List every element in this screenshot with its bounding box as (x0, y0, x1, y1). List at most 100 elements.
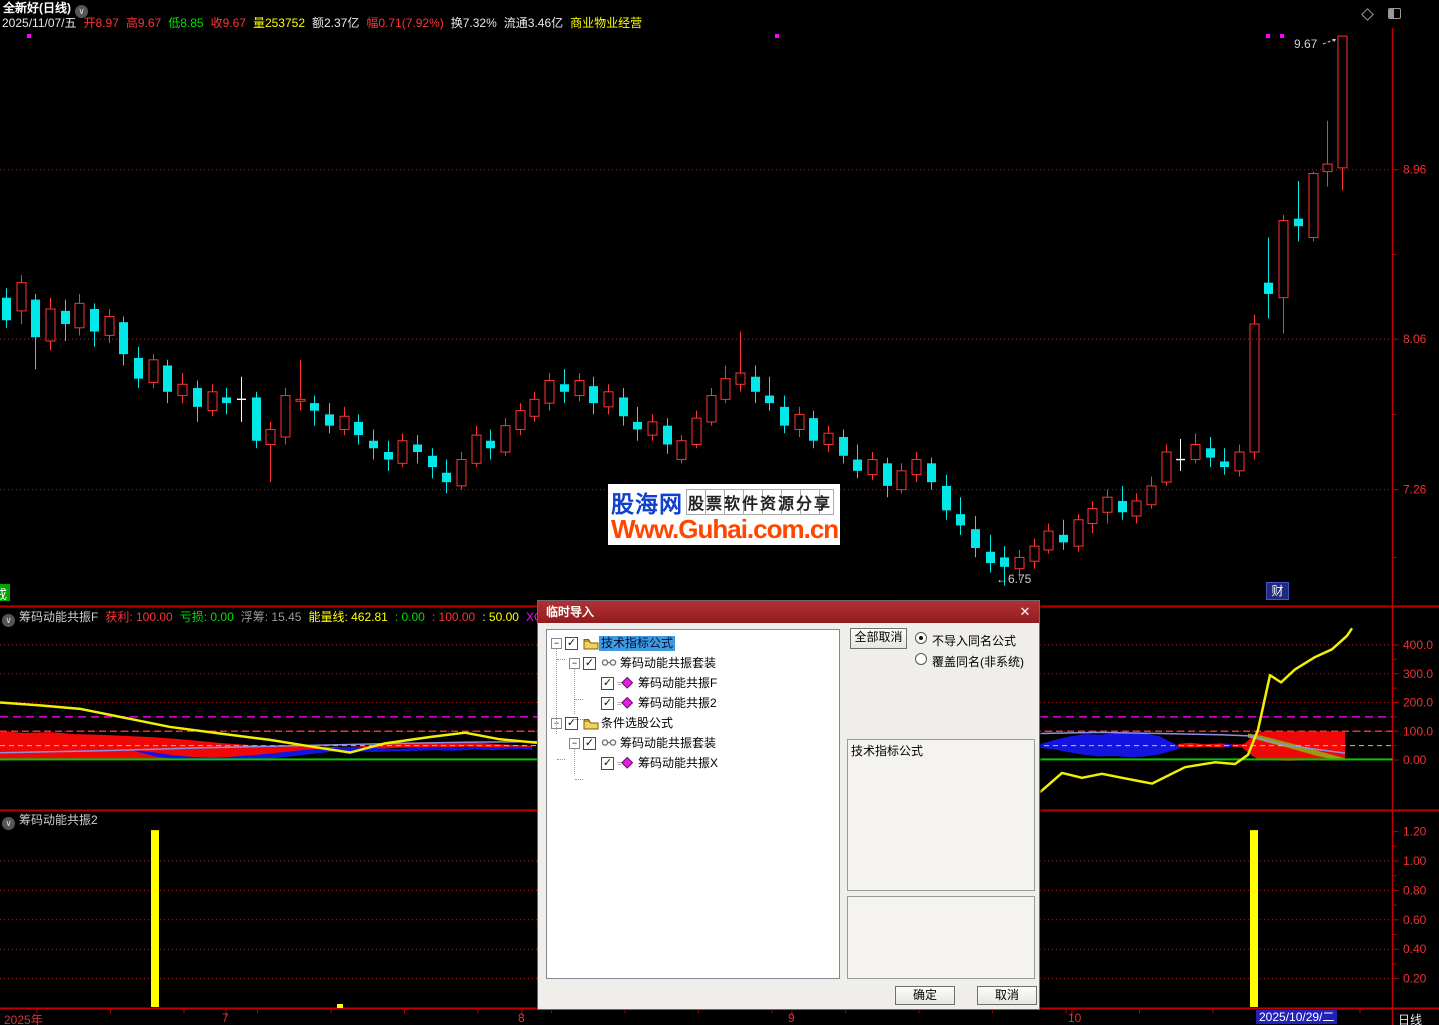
indicator-value: : 50.00 (482, 610, 519, 624)
indicator-value: 筹码动能共振F (19, 610, 99, 624)
tree-item[interactable]: − ✓ 筹码动能共振套装 (547, 734, 839, 754)
watermark-site-name: 股海网 (611, 491, 683, 517)
svg-text:0.80: 0.80 (1403, 883, 1427, 897)
quote-field: 流通3.46亿 (503, 16, 564, 30)
quote-field: 额2.37亿 (312, 16, 360, 30)
finance-badge[interactable]: 财 (1266, 582, 1289, 600)
watermark-tagline: 股票软件资源分享 (686, 489, 835, 515)
svg-text:400.0: 400.0 (1403, 638, 1433, 652)
signal-dots (27, 34, 1284, 38)
tree-checkbox[interactable]: ✓ (583, 657, 596, 670)
close-icon[interactable]: ✕ (1019, 604, 1031, 619)
tree-item[interactable]: − ✓ 技术指标公式 (547, 634, 839, 654)
quote-field: 高9.67 (125, 16, 162, 30)
stock-title: 全新好(日线) (3, 1, 71, 15)
radio-no-import-same-name[interactable] (915, 632, 927, 644)
svg-text:8.06: 8.06 (1403, 332, 1427, 346)
svg-text:200.0: 200.0 (1403, 696, 1433, 710)
chart-annotations: 9.67 ←6.75 (996, 37, 1337, 586)
tree-checkbox[interactable]: ✓ (601, 677, 614, 690)
tree-connector (557, 659, 565, 660)
quote-field: 低8.85 (168, 16, 204, 30)
corner-icons (1361, 6, 1401, 24)
dialog-title: 临时导入 (546, 605, 595, 619)
indicator-bar (1250, 830, 1258, 1007)
indicator-value: : 100.00 (431, 610, 476, 624)
left-marker-badge: 戒 (0, 584, 10, 601)
tree-item-label[interactable]: 技术指标公式 (599, 636, 676, 651)
svg-text:100.0: 100.0 (1403, 724, 1433, 738)
chevron-down-icon[interactable]: ∨ (2, 817, 15, 830)
formula-detail-box (847, 896, 1035, 979)
svg-text:0.00: 0.00 (1403, 753, 1427, 767)
quote-field: 幅0.71(7.92%) (366, 16, 444, 30)
cancel-button[interactable]: 取消 (977, 986, 1037, 1005)
indicator-value: : 0.00 (394, 610, 425, 624)
indicator-value: 亏损: 0.00 (179, 610, 234, 624)
indicator-value: 获利: 100.00 (105, 610, 173, 624)
quote-field: 量253752 (252, 16, 305, 30)
radio-overwrite-same-name[interactable] (915, 653, 927, 665)
tree-connector (574, 668, 575, 714)
tree-item[interactable]: − ✓ 条件选股公式 (547, 714, 839, 734)
quote-field: 换7.32% (450, 16, 497, 30)
cancel-all-button[interactable]: 全部取消 (850, 628, 907, 649)
radio-label[interactable]: 覆盖同名(非系统) (932, 655, 1024, 669)
candlesticks (2, 35, 1348, 586)
month-label: 7 (222, 1011, 229, 1025)
svg-text:8.96: 8.96 (1403, 163, 1427, 177)
tree-connector (556, 728, 557, 734)
indicator-value: 能量线: 462.81 (308, 610, 388, 624)
title-bar: 全新好(日线) ∨ (0, 0, 1439, 18)
tree-checkbox[interactable]: ✓ (601, 697, 614, 710)
quote-field: 收9.67 (210, 16, 246, 30)
svg-text:0.60: 0.60 (1403, 913, 1427, 927)
tree-item[interactable]: ✓ = 筹码动能共振F (547, 674, 839, 694)
quote-field: 2025/11/07/五 (2, 16, 77, 30)
tree-item[interactable]: ✓ = 筹码动能共振2 (547, 694, 839, 714)
radio-label[interactable]: 不导入同名公式 (932, 634, 1017, 648)
formula-info-box: 技术指标公式 (847, 739, 1035, 891)
period-label[interactable]: 日线 (1398, 1013, 1423, 1025)
tree-item-label[interactable]: 条件选股公式 (601, 716, 674, 730)
tree-item-label[interactable]: 筹码动能共振套装 (620, 736, 717, 750)
svg-text:7.26: 7.26 (1403, 483, 1427, 497)
ok-button[interactable]: 确定 (895, 986, 955, 1005)
month-label: 10 (1068, 1011, 1082, 1025)
tree-checkbox[interactable]: ✓ (583, 737, 596, 750)
tree-checkbox[interactable]: ✓ (601, 757, 614, 770)
month-label: 9 (788, 1011, 795, 1025)
tree-checkbox[interactable]: ✓ (565, 637, 578, 650)
tree-item-label[interactable]: 筹码动能共振套装 (620, 656, 717, 670)
tree-item[interactable]: ✓ = 筹码动能共振X (547, 754, 839, 774)
tree-connector (574, 748, 575, 774)
formula-tree: − ✓ 技术指标公式 − ✓ 筹码动能共振套装 ✓ = 筹码动能共振F ✓ = 筹码动能共振2− ✓ 条件… (546, 629, 840, 979)
svg-text:=: = (617, 699, 622, 708)
window-icon[interactable] (1388, 8, 1401, 19)
formula-type-label: 技术指标公式 (851, 744, 924, 758)
chevron-down-icon[interactable]: ∨ (75, 5, 88, 18)
chevron-down-icon[interactable]: ∨ (2, 614, 15, 627)
tree-connector (575, 779, 583, 780)
tree-checkbox[interactable]: ✓ (565, 717, 578, 730)
indicator2-header: ∨ 筹码动能共振2 (2, 812, 105, 830)
tree-item[interactable]: − ✓ 筹码动能共振套装 (547, 654, 839, 674)
svg-text:←6.75: ←6.75 (996, 572, 1032, 586)
tree-item-label[interactable]: 筹码动能共振F (638, 676, 718, 690)
svg-text:0.40: 0.40 (1403, 942, 1427, 956)
quote-field: 商业物业经营 (570, 16, 643, 30)
watermark: 股海网 股票软件资源分享 Www.Guhai.com.cn (608, 484, 840, 545)
year-label: 2025年 (4, 1013, 43, 1025)
dialog-title-bar[interactable]: 临时导入 (538, 601, 1039, 623)
svg-text:1.00: 1.00 (1403, 854, 1427, 868)
tree-connector (575, 699, 583, 700)
tree-item-label[interactable]: 筹码动能共振2 (638, 696, 717, 710)
tree-connector (575, 719, 583, 720)
tree-item-label[interactable]: 筹码动能共振X (638, 756, 719, 770)
quote-field: 开8.97 (83, 16, 119, 30)
svg-text:=: = (617, 679, 622, 688)
selected-date-label: 2025/10/29/二 (1256, 1010, 1338, 1024)
svg-text:1.20: 1.20 (1403, 825, 1427, 839)
